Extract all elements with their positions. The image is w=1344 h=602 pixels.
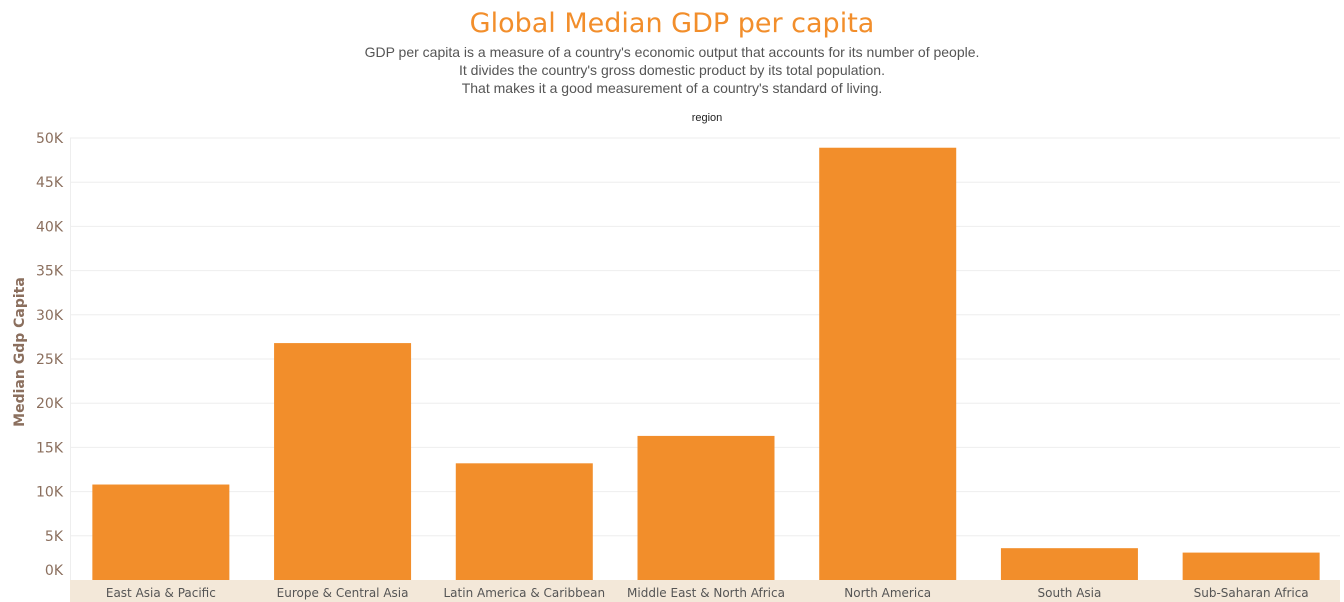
category-label: East Asia & Pacific [106,586,216,600]
bar [274,343,412,580]
category-label: Latin America & Caribbean [444,586,606,600]
subtitle-line-2: It divides the country's gross domestic … [458,62,885,78]
category-label: South Asia [1038,586,1102,600]
chart-subtitle: GDP per capita is a measure of a country… [0,43,1344,97]
category-label: North America [844,586,931,600]
bar [455,463,593,580]
y-tick-label: 25K [36,352,64,368]
category-label: Europe & Central Asia [277,586,409,600]
y-axis-ticks: 0K 5K 10K 15K 20K 25K 30K 35K 40K 45K 50K [36,131,64,579]
bar [92,484,230,580]
bar [1000,548,1138,580]
y-axis-title: Median Gdp Capita [12,277,28,427]
y-tick-label: 35K [36,264,64,280]
category-label: Middle East & North Africa [627,586,785,600]
y-tick-label: 50K [36,131,64,147]
category-band [70,580,1340,602]
y-tick-label: 30K [36,308,64,324]
subtitle-line-3: That makes it a good measurement of a co… [461,80,883,96]
y-tick-label: 20K [36,396,64,412]
subtitle-line-1: GDP per capita is a measure of a country… [364,44,980,60]
bars [92,147,1320,580]
column-header-label: region [692,112,723,124]
y-tick-label: 10K [36,485,64,501]
chart-title: Global Median GDP per capita [469,8,875,39]
category-label: Sub-Saharan Africa [1194,586,1309,600]
y-tick-label: 0K [45,563,64,579]
y-tick-label: 15K [36,440,64,456]
bar [819,147,957,580]
y-tick-label: 40K [36,219,64,235]
bar [1182,552,1320,580]
bar [637,435,775,580]
y-tick-label: 45K [36,175,64,191]
y-tick-label: 5K [45,529,64,545]
category-labels: East Asia & Pacific Europe & Central Asia… [106,586,1309,600]
